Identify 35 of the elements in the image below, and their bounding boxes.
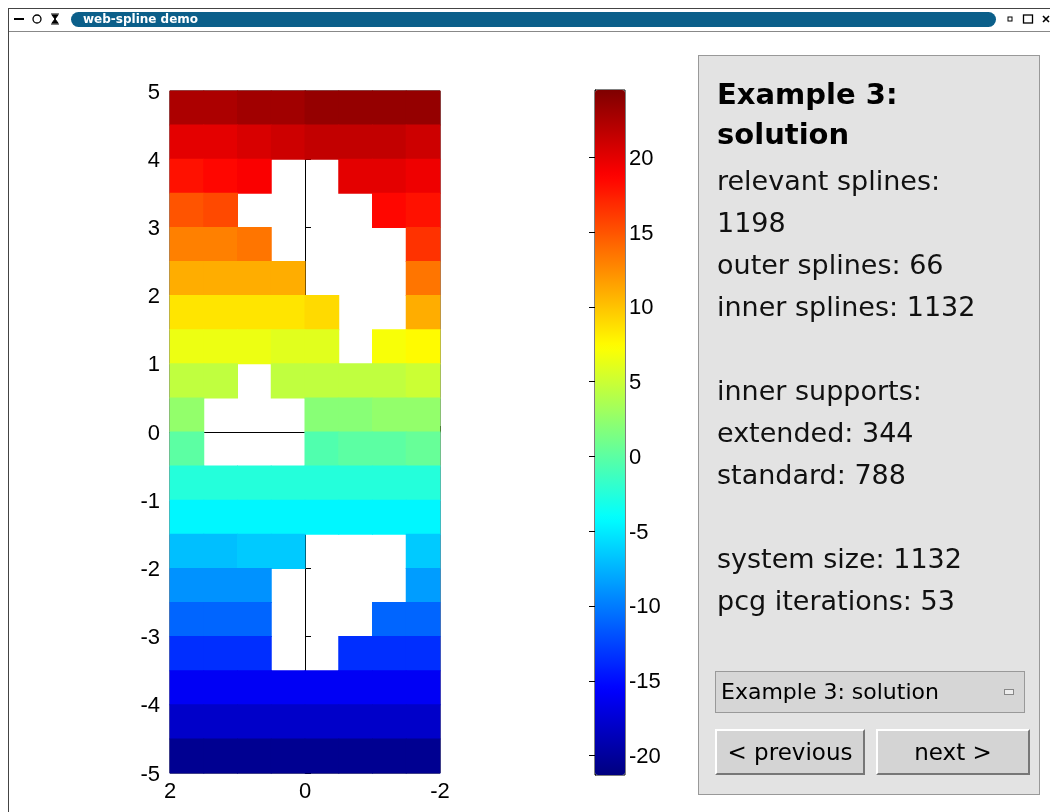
color-bar-label: -15: [629, 668, 661, 694]
y-tick-label: 5: [147, 78, 160, 104]
text: web-spline demo: [71, 12, 996, 27]
y-tick-label: -4: [140, 692, 160, 718]
y-tick-label: 4: [147, 146, 160, 172]
x-tick-label: -2: [430, 777, 450, 803]
text: system size: 1132: [717, 542, 963, 576]
color-bar-label: -20: [629, 743, 661, 769]
color-bar-label: 10: [629, 294, 654, 320]
y-tick-label: -1: [140, 487, 160, 513]
y-tick-label: 1: [147, 351, 160, 377]
y-tick-label: -3: [140, 624, 160, 650]
text: Example 3: solution: [717, 76, 899, 153]
text: pcg iterations: 53: [717, 584, 956, 618]
x-tick-label: 0: [298, 777, 312, 803]
color-bar-label: -10: [629, 593, 661, 619]
y-tick-label: 3: [147, 214, 160, 240]
color-bar-label: 0: [629, 443, 642, 469]
text: standard: 788: [717, 458, 907, 492]
x-tick-label: 2: [163, 777, 177, 803]
text: extended: 344: [717, 416, 915, 450]
text: Example 3: solution: [721, 679, 939, 704]
color-bar-label: -5: [629, 518, 649, 544]
text: inner splines: 1132: [717, 290, 977, 324]
color-bar-label: 15: [629, 219, 654, 245]
text: < previous: [715, 729, 865, 775]
color-bar-label: 5: [629, 369, 642, 395]
y-tick-label: -5: [140, 760, 160, 786]
y-tick-label: -2: [140, 555, 160, 581]
text: next >: [876, 729, 1030, 775]
y-tick-label: 2: [147, 283, 160, 309]
color-bar-label: 20: [629, 144, 654, 170]
text: outer splines: 66: [717, 248, 945, 282]
y-tick-label: 0: [147, 419, 160, 445]
text: inner supports:: [717, 374, 923, 408]
